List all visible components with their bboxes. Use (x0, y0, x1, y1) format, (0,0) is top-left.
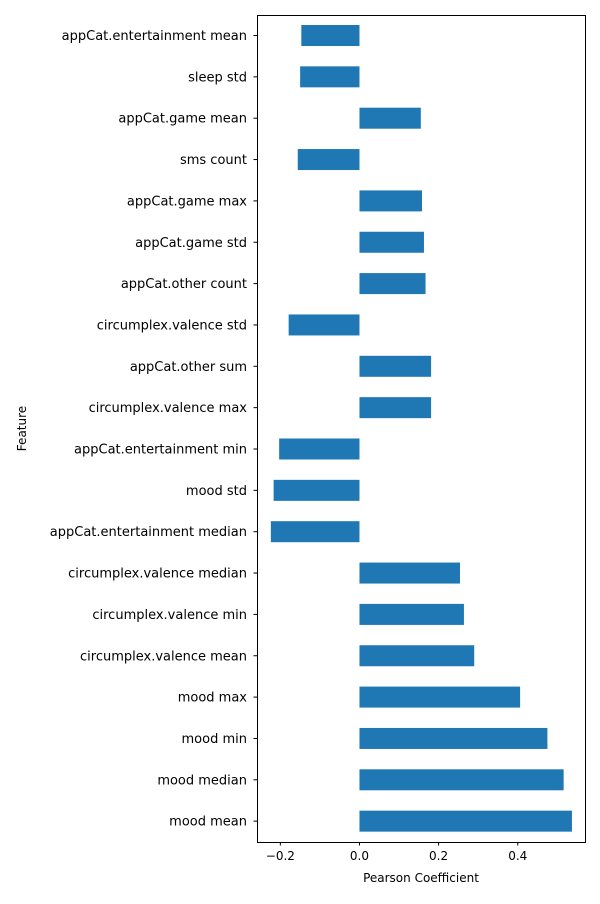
bar (359, 355, 432, 377)
bar (359, 686, 521, 708)
y-axis-label: Feature (15, 406, 29, 451)
bar (288, 314, 360, 336)
y-tick-label: sms count (180, 153, 247, 168)
bar (359, 603, 464, 625)
x-axis-label: Pearson Coefficient (363, 871, 479, 885)
bar (359, 397, 432, 419)
x-tick-label: 0.0 (350, 849, 369, 863)
y-tick-label: mood std (186, 484, 247, 499)
y-tick-label: mood median (157, 773, 247, 788)
x-tick-label: −0.2 (266, 849, 295, 863)
bar (301, 25, 360, 46)
y-tick-label: sleep std (188, 70, 247, 85)
bar (359, 645, 475, 667)
y-tick-label: circumplex.valence mean (80, 649, 247, 664)
y-tick-label: appCat.entertainment median (50, 525, 247, 540)
bar (359, 107, 421, 129)
bar (273, 479, 360, 501)
bar (279, 438, 360, 460)
bar (270, 521, 360, 543)
y-tick-label: appCat.game mean (118, 112, 247, 127)
y-tick-label: mood mean (169, 815, 247, 830)
bar (359, 810, 572, 832)
y-tick-label: circumplex.valence min (92, 608, 247, 623)
plot-frame (257, 15, 586, 843)
y-tick-label: appCat.game std (135, 236, 247, 251)
x-tick-label: 0.4 (508, 849, 527, 863)
y-tick-label: appCat.entertainment mean (62, 29, 247, 44)
bar (300, 66, 360, 88)
bar (297, 149, 360, 171)
y-tick-label: circumplex.valence std (97, 318, 247, 333)
bar (359, 231, 424, 253)
y-tick-label: appCat.other sum (130, 360, 247, 375)
bar (359, 562, 460, 584)
bar (359, 727, 548, 749)
y-tick-label: appCat.other count (121, 277, 247, 292)
y-tick-label: appCat.entertainment min (74, 443, 247, 458)
y-tick-label: circumplex.valence median (68, 567, 247, 582)
y-tick-label: mood max (178, 691, 248, 706)
y-tick-label: circumplex.valence max (89, 401, 248, 416)
x-tick-label: 0.2 (429, 849, 448, 863)
bar (359, 190, 422, 212)
bar (359, 769, 564, 791)
bar (359, 273, 426, 295)
y-tick-label: mood min (182, 732, 247, 747)
y-tick-label: appCat.game max (127, 194, 247, 209)
